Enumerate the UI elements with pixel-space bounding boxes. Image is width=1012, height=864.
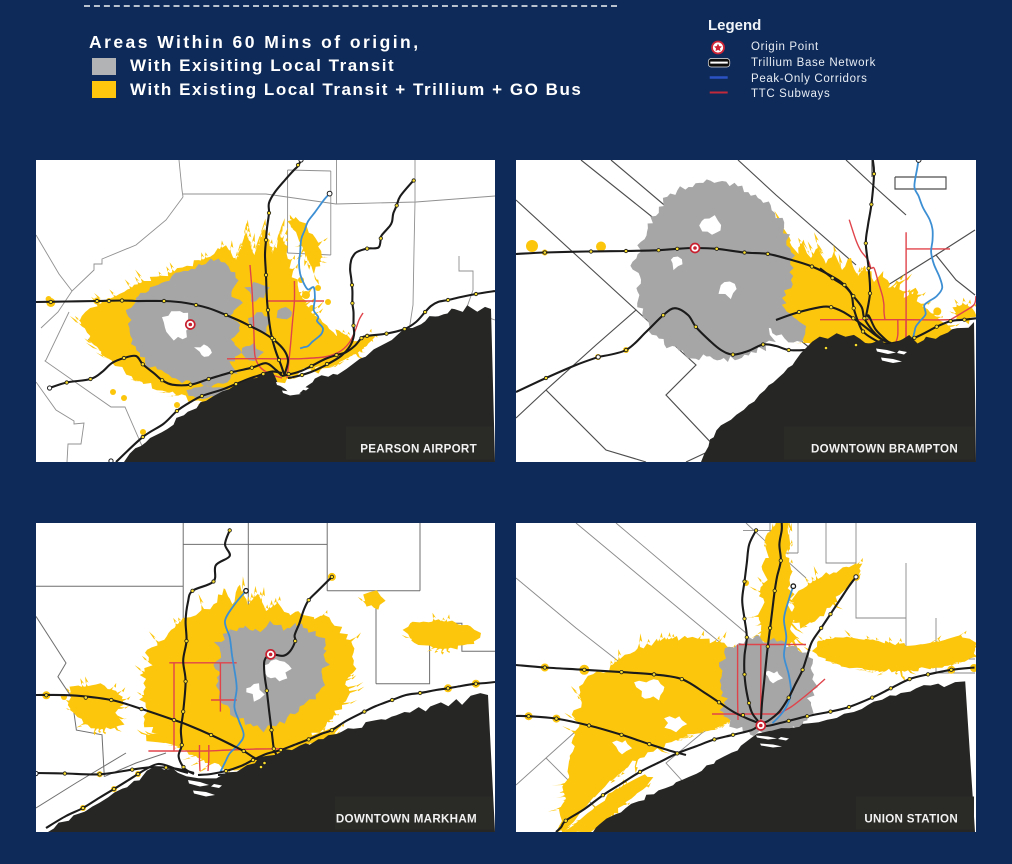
svg-text:DOWNTOWN BRAMPTON: DOWNTOWN BRAMPTON bbox=[811, 443, 958, 456]
svg-text:PEARSON AIRPORT: PEARSON AIRPORT bbox=[360, 443, 477, 456]
svg-text:DOWNTOWN MARKHAM: DOWNTOWN MARKHAM bbox=[336, 813, 477, 826]
svg-text:UNION STATION: UNION STATION bbox=[864, 813, 958, 826]
